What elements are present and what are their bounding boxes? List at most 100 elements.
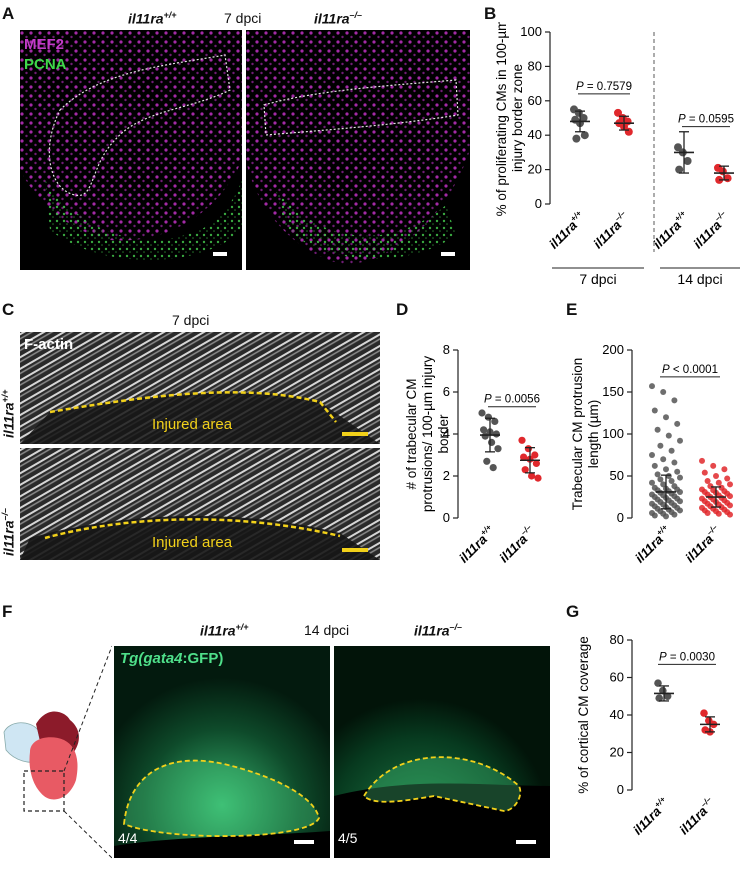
x-tick-label: il11ra–/– — [496, 522, 539, 565]
data-point — [668, 447, 675, 454]
transgene-label: Tg(gata4:GFP) — [120, 650, 224, 667]
data-point — [701, 469, 708, 476]
panel-c-bottom-micrograph — [20, 448, 380, 560]
data-point — [663, 692, 672, 701]
x-tick-label: il11ra–/– — [682, 522, 725, 565]
data-point — [532, 459, 540, 467]
data-point — [671, 459, 678, 466]
y-axis-label: % of proliferating CMs in 100-µm — [494, 22, 509, 216]
data-point — [665, 432, 672, 439]
p-value-label: P = 0.0030 — [659, 651, 715, 663]
x-tick-label: il11ra–/– — [590, 208, 633, 251]
data-point — [481, 432, 489, 440]
p-value-label: P < 0.0001 — [662, 364, 718, 376]
data-point — [580, 131, 589, 140]
p-value-label: P = 0.0595 — [678, 114, 734, 126]
data-point — [484, 413, 492, 421]
y-tick-label: 40 — [528, 127, 542, 142]
data-point — [528, 472, 536, 480]
chart-b: 0 20 40 60 80 100 % of proliferating CMs in 10… — [494, 22, 740, 287]
data-point — [491, 417, 499, 425]
panel-c-letter: C — [2, 300, 15, 319]
panel-f-right-title: il11ra–/– — [414, 622, 463, 639]
panel-c-row1-label: il11ra+/+ — [0, 389, 17, 438]
data-point — [704, 478, 711, 485]
data-point — [699, 457, 705, 464]
data-point — [478, 409, 486, 417]
data-point — [723, 174, 732, 183]
data-point — [520, 453, 528, 461]
data-point — [488, 438, 496, 446]
data-point — [710, 462, 717, 469]
data-point — [677, 474, 683, 481]
y-axis-label: Trabecular CM protrusion — [570, 358, 585, 511]
chart-g: 0 20 40 60 80 % of cortical CM coverage il11ra… — [576, 632, 720, 838]
data-point — [715, 510, 722, 517]
count-right: 4/5 — [338, 830, 358, 846]
panel-g-letter: G — [566, 602, 580, 621]
y-tick-label: 200 — [602, 342, 624, 357]
data-point — [671, 397, 678, 404]
data-point — [534, 474, 542, 482]
y-tick-label: 0 — [617, 510, 624, 525]
data-point — [660, 456, 667, 463]
data-point — [677, 437, 683, 444]
data-point — [660, 389, 667, 395]
heart-schematic — [3, 645, 112, 859]
group-label: 14 dpci — [677, 271, 722, 287]
y-tick-label: 60 — [528, 93, 542, 108]
p-value-label: P = 0.0056 — [484, 394, 540, 406]
y-tick-label: 0 — [617, 782, 624, 797]
stain-pcna-label: PCNA — [24, 56, 67, 73]
x-tick-label: il11ra+/+ — [629, 795, 672, 838]
y-axis-label: border — [436, 414, 451, 454]
data-point — [721, 466, 728, 473]
panel-c-top-micrograph — [20, 332, 380, 444]
y-tick-label: 0 — [443, 510, 450, 525]
stain-mef2-label: MEF2 — [24, 36, 65, 53]
panel-b-letter: B — [484, 4, 497, 23]
data-point — [663, 513, 669, 520]
y-tick-label: 150 — [602, 384, 624, 399]
panel-c-title: 7 dpci — [172, 312, 210, 328]
data-point — [651, 512, 658, 519]
y-tick-label: 2 — [443, 468, 450, 483]
data-point — [654, 471, 661, 478]
data-point — [521, 466, 529, 474]
y-tick-label: 20 — [610, 745, 624, 760]
y-tick-label: 60 — [610, 670, 624, 685]
data-point — [659, 686, 667, 695]
data-point — [531, 451, 539, 459]
panel-c-row2-label: il11ra–/– — [0, 507, 17, 556]
y-tick-label: 4 — [443, 426, 450, 441]
data-point — [718, 167, 727, 176]
data-point — [657, 476, 664, 483]
panel-d-letter: D — [396, 300, 409, 319]
data-point — [727, 511, 733, 518]
panel-a-letter: A — [2, 4, 15, 23]
panel-f-mid-title: 14 dpci — [304, 622, 350, 638]
x-tick-label: il11ra–/– — [676, 794, 719, 837]
data-point — [683, 157, 692, 165]
y-axis-label: % of cortical CM coverage — [576, 636, 591, 794]
count-left: 4/4 — [118, 830, 138, 846]
data-point — [483, 457, 491, 465]
panel-a-right-micrograph — [246, 30, 470, 270]
data-point — [657, 442, 664, 449]
group-label: 7 dpci — [579, 271, 616, 287]
y-axis-label: # of trabecular CM — [404, 378, 419, 489]
injured-area-label-top: Injured area — [152, 416, 233, 433]
y-tick-label: 100 — [602, 426, 624, 441]
data-point — [663, 414, 669, 421]
data-point — [671, 511, 678, 518]
y-tick-label: 80 — [610, 632, 624, 647]
data-point — [649, 479, 655, 486]
x-tick-label: il11ra–/– — [690, 208, 733, 251]
data-point — [724, 475, 731, 482]
panel-f-left-title: il11ra+/+ — [200, 622, 249, 639]
data-point — [654, 679, 662, 687]
panel-a-mid-title: 7 dpci — [224, 10, 262, 26]
data-point — [663, 466, 669, 473]
y-tick-label: 80 — [528, 58, 542, 73]
x-tick-label: il11ra+/+ — [631, 523, 674, 566]
